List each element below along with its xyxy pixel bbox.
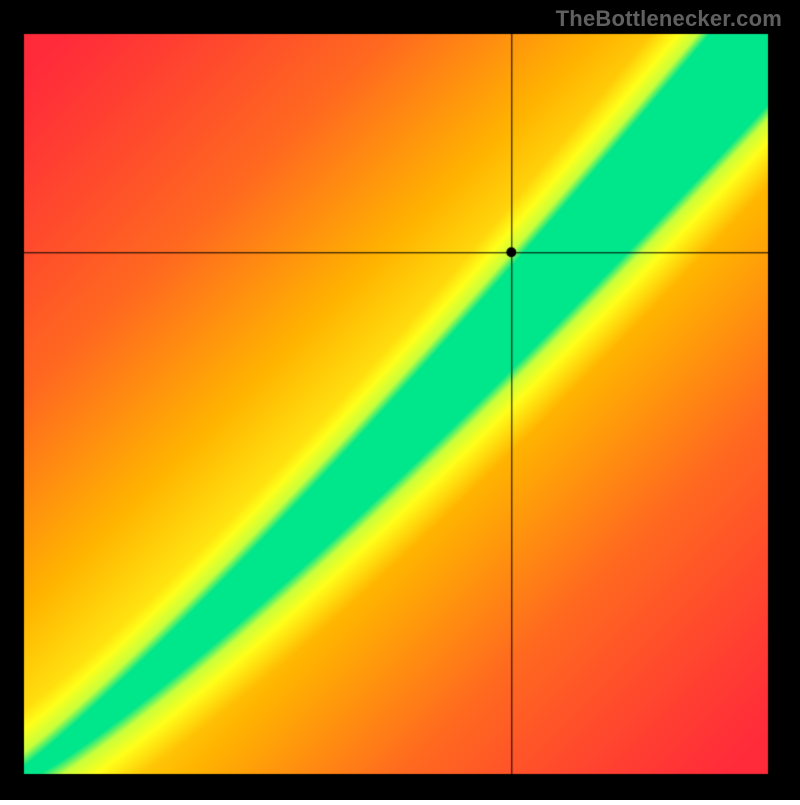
bottleneck-heatmap-chart — [0, 0, 800, 805]
heatmap-canvas — [0, 0, 800, 800]
watermark-text: TheBottlenecker.com — [556, 6, 782, 32]
